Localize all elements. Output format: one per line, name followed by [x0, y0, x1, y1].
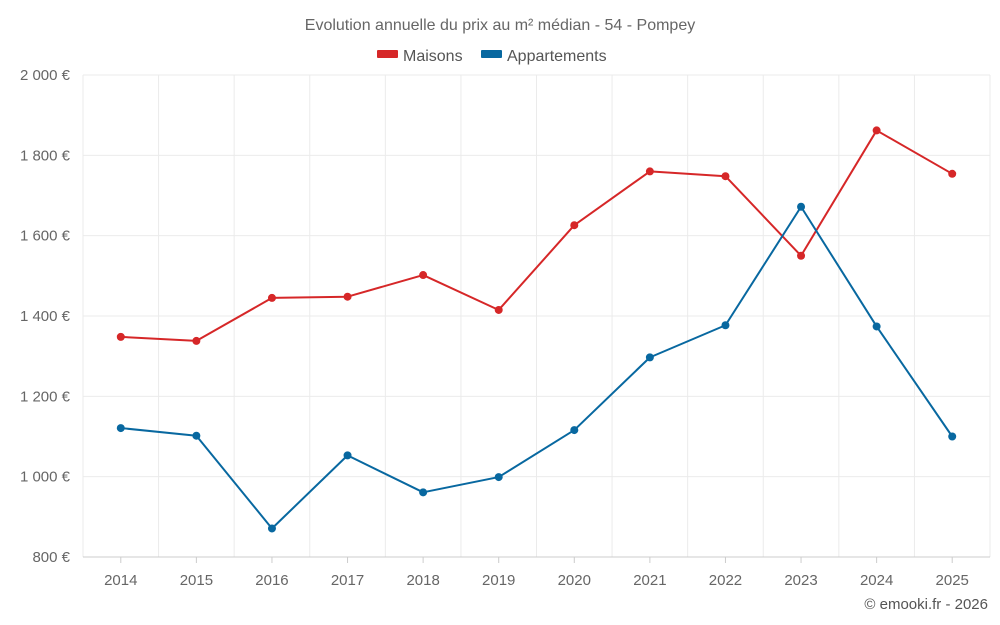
x-tick-label: 2018 — [406, 572, 439, 589]
data-point-maisons[interactable] — [343, 292, 352, 301]
series — [116, 126, 957, 533]
data-point-appartements[interactable] — [721, 321, 730, 330]
data-point-maisons[interactable] — [570, 221, 579, 230]
credit-text: © emooki.fr - 2026 — [864, 596, 988, 613]
data-point-appartements[interactable] — [192, 431, 201, 440]
data-point-maisons[interactable] — [948, 169, 957, 178]
x-tick-label: 2024 — [860, 572, 893, 589]
data-point-maisons[interactable] — [721, 172, 730, 181]
x-tick-label: 2017 — [331, 572, 364, 589]
y-tick-label: 1 600 € — [20, 228, 71, 245]
data-point-appartements[interactable] — [570, 426, 579, 435]
x-tick-label: 2021 — [633, 572, 666, 589]
x-tick-label: 2016 — [255, 572, 288, 589]
data-point-maisons[interactable] — [872, 126, 881, 135]
y-tick-label: 1 000 € — [20, 469, 71, 486]
data-point-appartements[interactable] — [343, 451, 352, 460]
data-point-appartements[interactable] — [948, 432, 957, 441]
x-tick-label: 2023 — [784, 572, 817, 589]
x-tick-label: 2022 — [709, 572, 742, 589]
y-tick-label: 1 400 € — [20, 308, 71, 325]
data-point-maisons[interactable] — [494, 305, 503, 314]
legend: Maisons Appartements — [377, 48, 607, 65]
axes: 800 € 1 000 € 1 200 € 1 400 € 1 600 € 1 800 €… — [20, 67, 990, 589]
x-tick-label: 2020 — [558, 572, 591, 589]
legend-item-appartements[interactable]: Appartements — [481, 48, 607, 65]
data-point-maisons[interactable] — [192, 336, 201, 345]
y-tick-label: 800 € — [32, 549, 70, 566]
x-tick-label: 2025 — [936, 572, 969, 589]
data-point-maisons[interactable] — [267, 293, 276, 302]
data-point-appartements[interactable] — [419, 488, 428, 497]
series-line-appartements — [120, 205, 954, 530]
series-line-maisons — [120, 129, 953, 342]
legend-label-maisons: Maisons — [403, 48, 463, 65]
legend-swatch-appartements — [481, 50, 502, 58]
legend-swatch-maisons — [377, 50, 398, 58]
y-tick-label: 2 000 € — [20, 67, 71, 84]
legend-label-appartements: Appartements — [507, 48, 607, 65]
legend-item-maisons[interactable]: Maisons — [377, 48, 463, 65]
data-point-appartements[interactable] — [872, 322, 881, 331]
data-point-maisons[interactable] — [116, 332, 125, 341]
y-tick-label: 1 200 € — [20, 388, 71, 405]
data-point-maisons[interactable] — [645, 167, 654, 176]
data-point-appartements[interactable] — [267, 524, 276, 533]
y-tick-label: 1 800 € — [20, 147, 71, 164]
data-point-appartements[interactable] — [645, 353, 654, 362]
chart-title: Evolution annuelle du prix au m² médian … — [305, 17, 695, 34]
data-point-maisons[interactable] — [797, 251, 806, 260]
data-point-appartements[interactable] — [797, 202, 806, 211]
x-tick-label: 2019 — [482, 572, 515, 589]
data-point-appartements[interactable] — [494, 473, 503, 482]
data-point-maisons[interactable] — [419, 271, 428, 280]
grid — [82, 74, 991, 557]
data-point-appartements[interactable] — [116, 424, 125, 433]
x-tick-label: 2014 — [104, 572, 137, 589]
x-tick-label: 2015 — [180, 572, 213, 589]
